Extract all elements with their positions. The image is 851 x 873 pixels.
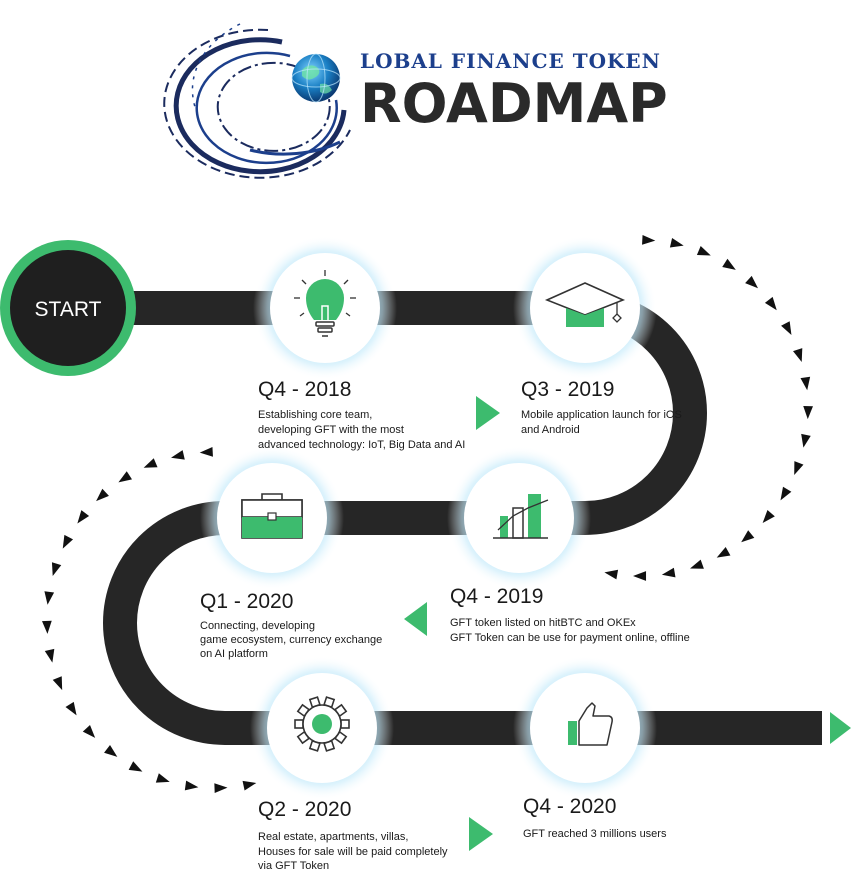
milestone-q2-2020-line-1: Real estate, apartments, villas,	[258, 831, 408, 843]
arrowhead-mark	[762, 509, 775, 524]
arrowhead-mark	[42, 620, 52, 634]
logo-emblem	[163, 23, 351, 179]
arrowhead-mark	[741, 530, 755, 543]
start-label: START	[35, 298, 102, 321]
arrowhead-mark	[794, 461, 804, 475]
left-arrowhead-arc	[42, 447, 257, 793]
road-end-arrow	[830, 712, 851, 744]
arrowhead-mark	[669, 238, 684, 248]
arrowhead-mark	[171, 450, 185, 460]
arrowhead-mark	[51, 562, 62, 577]
arrowhead-mark	[690, 559, 704, 569]
arrowhead-mark	[62, 534, 74, 549]
direction-arrow-right-1	[476, 396, 500, 430]
growth-chart-icon	[493, 494, 549, 539]
milestone-q4-2018-line-2: developing GFT with the most	[258, 424, 404, 436]
arrowhead-mark	[242, 780, 257, 791]
arrowhead-mark	[155, 773, 170, 783]
arrowhead-mark	[199, 447, 213, 457]
milestone-q4-2018-line-3: advanced technology: IoT, Big Data and A…	[258, 439, 465, 451]
arrowhead-mark	[780, 486, 792, 501]
milestone-q2-2020-period: Q2 - 2020	[258, 798, 351, 821]
right-arrowhead-arc	[604, 235, 813, 581]
arrowhead-mark	[800, 376, 811, 391]
arrowhead-mark	[801, 433, 811, 448]
milestone-q4-2019-period: Q4 - 2019	[450, 585, 543, 608]
arrowhead-mark	[77, 510, 90, 524]
gear-tooth	[340, 719, 350, 729]
arrowhead-mark	[143, 458, 158, 468]
arrowhead-mark	[118, 471, 132, 483]
milestone-q3-2019-line-1: Mobile application launch for iOS	[521, 409, 682, 421]
arrowhead-mark	[633, 571, 647, 581]
arrowhead-mark	[642, 235, 656, 245]
gear-icon	[294, 696, 350, 752]
arrowhead-mark	[214, 783, 228, 793]
milestone-q3-2019-period: Q3 - 2019	[521, 378, 614, 401]
milestone-q2-2020-line-3: via GFT Token	[258, 860, 329, 872]
arrowhead-mark	[764, 296, 777, 311]
arrowhead-mark	[82, 725, 96, 738]
logo-subtitle: LOBAL FINANCE TOKEN	[360, 49, 661, 73]
milestone-q1-2020-line-1: Connecting, developing	[200, 620, 315, 632]
arrowhead-mark	[96, 488, 109, 502]
milestone-q4-2018-line-1: Establishing core team,	[258, 409, 372, 421]
milestone-q1-2020-line-3: on AI platform	[200, 648, 268, 660]
arrowhead-mark	[716, 546, 731, 558]
start-marker: START	[0, 240, 136, 376]
arrowhead-mark	[803, 405, 813, 420]
briefcase-icon	[241, 493, 303, 539]
milestone-q4-2019-line-2: GFT Token can be use for payment online,…	[450, 632, 690, 644]
direction-arrow-right-2	[469, 817, 493, 851]
direction-arrow-left	[404, 602, 427, 636]
arrowhead-mark	[781, 321, 792, 336]
lightbulb-icon	[294, 270, 356, 337]
roadmap-road	[103, 291, 822, 745]
arrowhead-mark	[793, 348, 803, 362]
graduation-cap-icon	[544, 282, 626, 327]
arrowhead-mark	[722, 258, 736, 270]
logo-title: ROADMAP	[360, 72, 668, 135]
milestone-q1-2020-line-2: game ecosystem, currency exchange	[200, 634, 382, 646]
arrowhead-mark	[184, 780, 199, 791]
milestone-q4-2020-period: Q4 - 2020	[523, 795, 616, 818]
arrowhead-mark	[104, 745, 118, 757]
arrowhead-mark	[44, 591, 55, 605]
arrowhead-mark	[52, 676, 63, 691]
arrowhead-mark	[65, 701, 77, 716]
arrowhead-mark	[745, 275, 759, 289]
milestone-q3-2019-line-2: and Android	[521, 424, 580, 436]
arrowhead-mark	[44, 648, 55, 663]
logo: LOBAL FINANCE TOKEN ROADMAP	[163, 23, 668, 179]
arrowhead-mark	[128, 761, 143, 772]
milestone-q4-2020-line-1: GFT reached 3 millions users	[523, 828, 667, 840]
milestone-q1-2020-period: Q1 - 2020	[200, 590, 293, 613]
globe-icon	[291, 53, 341, 103]
milestone-q2-2020-line-2: Houses for sale will be paid completely	[258, 846, 448, 858]
milestone-q4-2018-period: Q4 - 2018	[258, 378, 351, 401]
arrowhead-mark	[604, 569, 619, 580]
gear-tooth	[294, 719, 304, 729]
milestone-q4-2019-line-1: GFT token listed on hitBTC and OKEx	[450, 617, 636, 629]
arrowhead-mark	[696, 245, 711, 256]
thumbs-up-icon	[568, 702, 613, 746]
arrowhead-mark	[661, 567, 676, 578]
